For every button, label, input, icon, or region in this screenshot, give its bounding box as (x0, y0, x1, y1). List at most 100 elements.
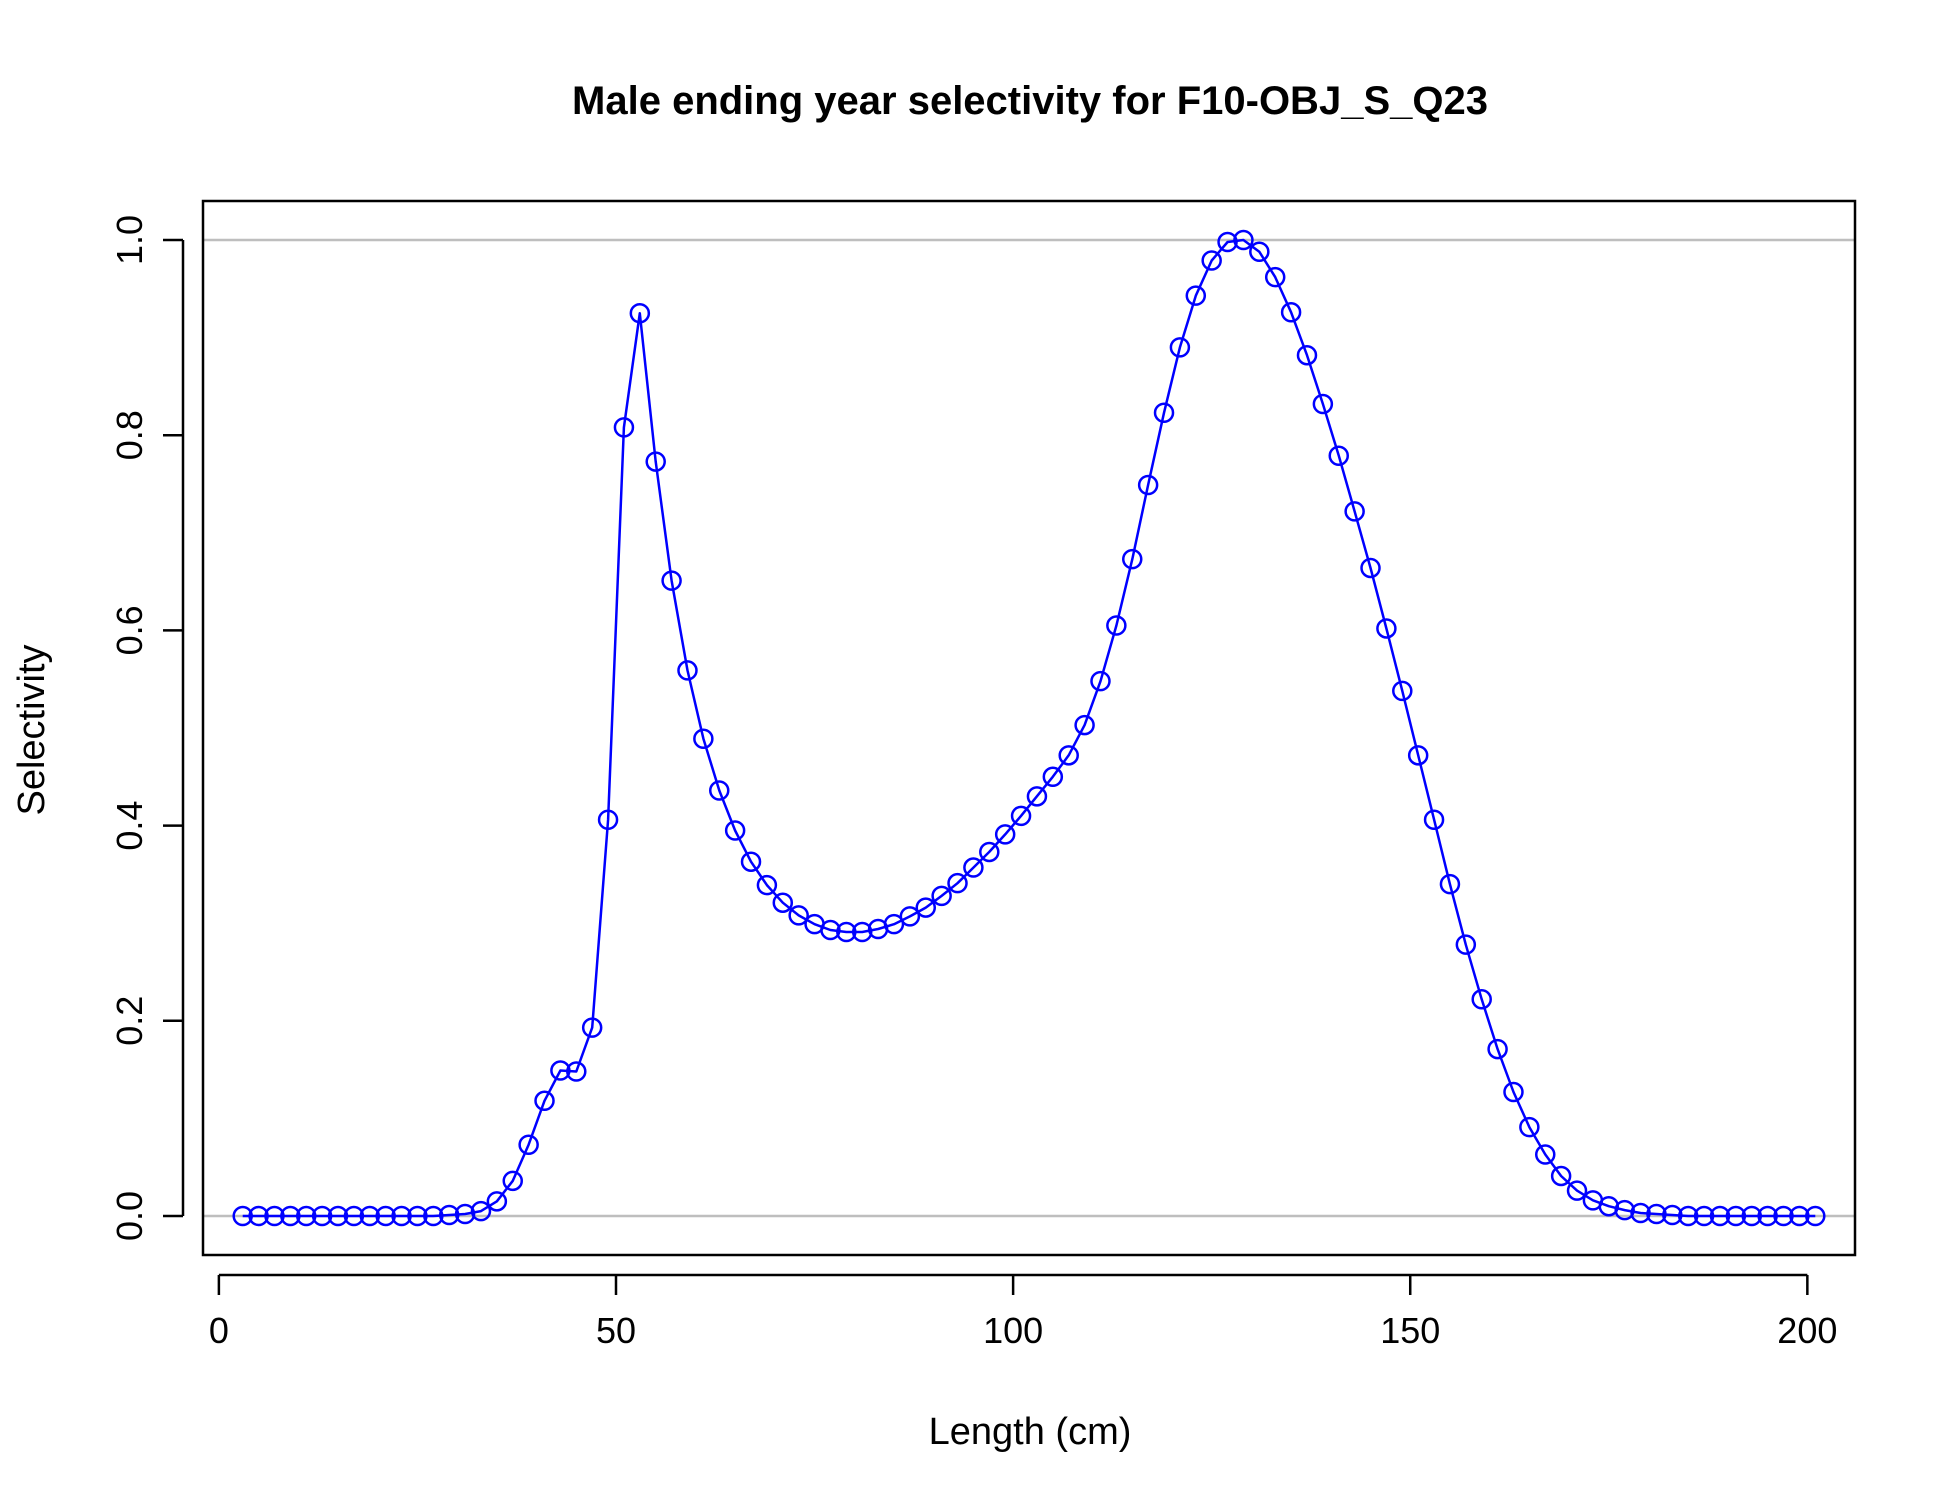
data-point (883, 913, 905, 935)
data-point (756, 874, 778, 896)
data-point (1201, 250, 1222, 271)
data-point (963, 857, 984, 878)
data-point (645, 451, 666, 472)
data-point (327, 1205, 349, 1227)
data-point (1106, 615, 1127, 636)
data-point (899, 906, 921, 927)
data-point (1709, 1205, 1731, 1227)
reference-lines (203, 238, 1855, 1218)
data-point (296, 1205, 317, 1227)
data-point (1423, 809, 1445, 830)
data-point (597, 809, 619, 830)
data-point (1058, 745, 1079, 766)
data-point (788, 905, 809, 926)
data-point (1614, 1199, 1635, 1221)
data-point (1630, 1202, 1651, 1224)
data-point (1503, 1081, 1524, 1103)
data-point (693, 728, 714, 749)
x-tick-label: 150 (1380, 1310, 1440, 1351)
data-point (947, 872, 968, 894)
data-point (550, 1060, 571, 1081)
data-point (1693, 1205, 1715, 1227)
data-point (915, 897, 936, 918)
data-point (248, 1205, 269, 1227)
data-point (1090, 670, 1111, 692)
data-point (486, 1191, 508, 1212)
data-point (661, 570, 682, 591)
data-point (1407, 745, 1429, 766)
data-point (851, 921, 873, 943)
data-point (1233, 229, 1254, 251)
data-point (1074, 714, 1095, 736)
data-point (518, 1134, 539, 1155)
data-point (1725, 1205, 1747, 1227)
data-point (264, 1205, 285, 1227)
y-tick-label: 0.0 (109, 1191, 150, 1241)
y-axis-label: Selectivity (11, 644, 53, 815)
data-point (1439, 873, 1461, 895)
x-tick-label: 200 (1777, 1310, 1837, 1351)
data-point (1550, 1165, 1572, 1187)
data-point (1392, 680, 1413, 702)
series-layer (232, 229, 1826, 1227)
series-line (242, 238, 1816, 1218)
data-point (1026, 786, 1048, 807)
data-point (375, 1205, 396, 1227)
data-point (994, 824, 1016, 845)
data-point (1773, 1205, 1794, 1227)
data-point (1153, 402, 1175, 424)
y-tick-label: 0.8 (109, 410, 150, 460)
data-point (1280, 302, 1302, 323)
data-point (391, 1205, 412, 1227)
data-point (820, 919, 841, 941)
chart-title: Male ending year selectivity for F10-OBJ… (572, 79, 1488, 123)
data-point (1376, 618, 1397, 639)
data-point (931, 885, 952, 907)
data-point (232, 1205, 253, 1227)
data-point (1296, 344, 1318, 366)
data-point (1122, 548, 1143, 570)
data-point (772, 892, 794, 913)
data-point (359, 1205, 381, 1227)
data-point (566, 1061, 587, 1082)
y-tick-label: 0.2 (109, 996, 150, 1046)
data-point (1312, 393, 1334, 415)
data-point (724, 820, 746, 841)
data-point (1566, 1180, 1588, 1201)
data-point (438, 1204, 460, 1226)
x-axis: 0 50 100 150 200 (209, 1273, 1837, 1351)
data-point (581, 1017, 603, 1038)
data-point (1519, 1116, 1540, 1138)
data-point (1646, 1203, 1667, 1225)
data-point (1042, 766, 1064, 788)
data-point (1455, 934, 1477, 955)
data-point (1535, 1144, 1556, 1165)
data-point (1217, 231, 1238, 253)
plot-frame (201, 199, 1857, 1257)
data-point (502, 1170, 523, 1192)
data-point (1010, 805, 1032, 827)
data-point (979, 841, 1000, 863)
data-point (1249, 241, 1270, 262)
data-point (534, 1090, 555, 1112)
data-point (613, 417, 635, 438)
data-point (454, 1203, 476, 1225)
data-point (629, 302, 651, 324)
data-point (311, 1205, 333, 1227)
y-tick-label: 0.4 (109, 801, 150, 851)
data-point (1264, 266, 1286, 288)
data-point (1471, 989, 1492, 1010)
data-point (423, 1205, 444, 1227)
data-point (343, 1205, 365, 1227)
data-point (677, 660, 698, 681)
data-point (1757, 1205, 1778, 1227)
data-point (1328, 445, 1349, 466)
data-point (1789, 1205, 1810, 1227)
y-axis: 0.0 0.2 0.4 0.6 0.8 1.0 (109, 215, 185, 1241)
data-point (709, 780, 730, 801)
data-point (1344, 501, 1365, 522)
data-point (470, 1200, 492, 1222)
x-tick-label: 0 (209, 1310, 229, 1351)
